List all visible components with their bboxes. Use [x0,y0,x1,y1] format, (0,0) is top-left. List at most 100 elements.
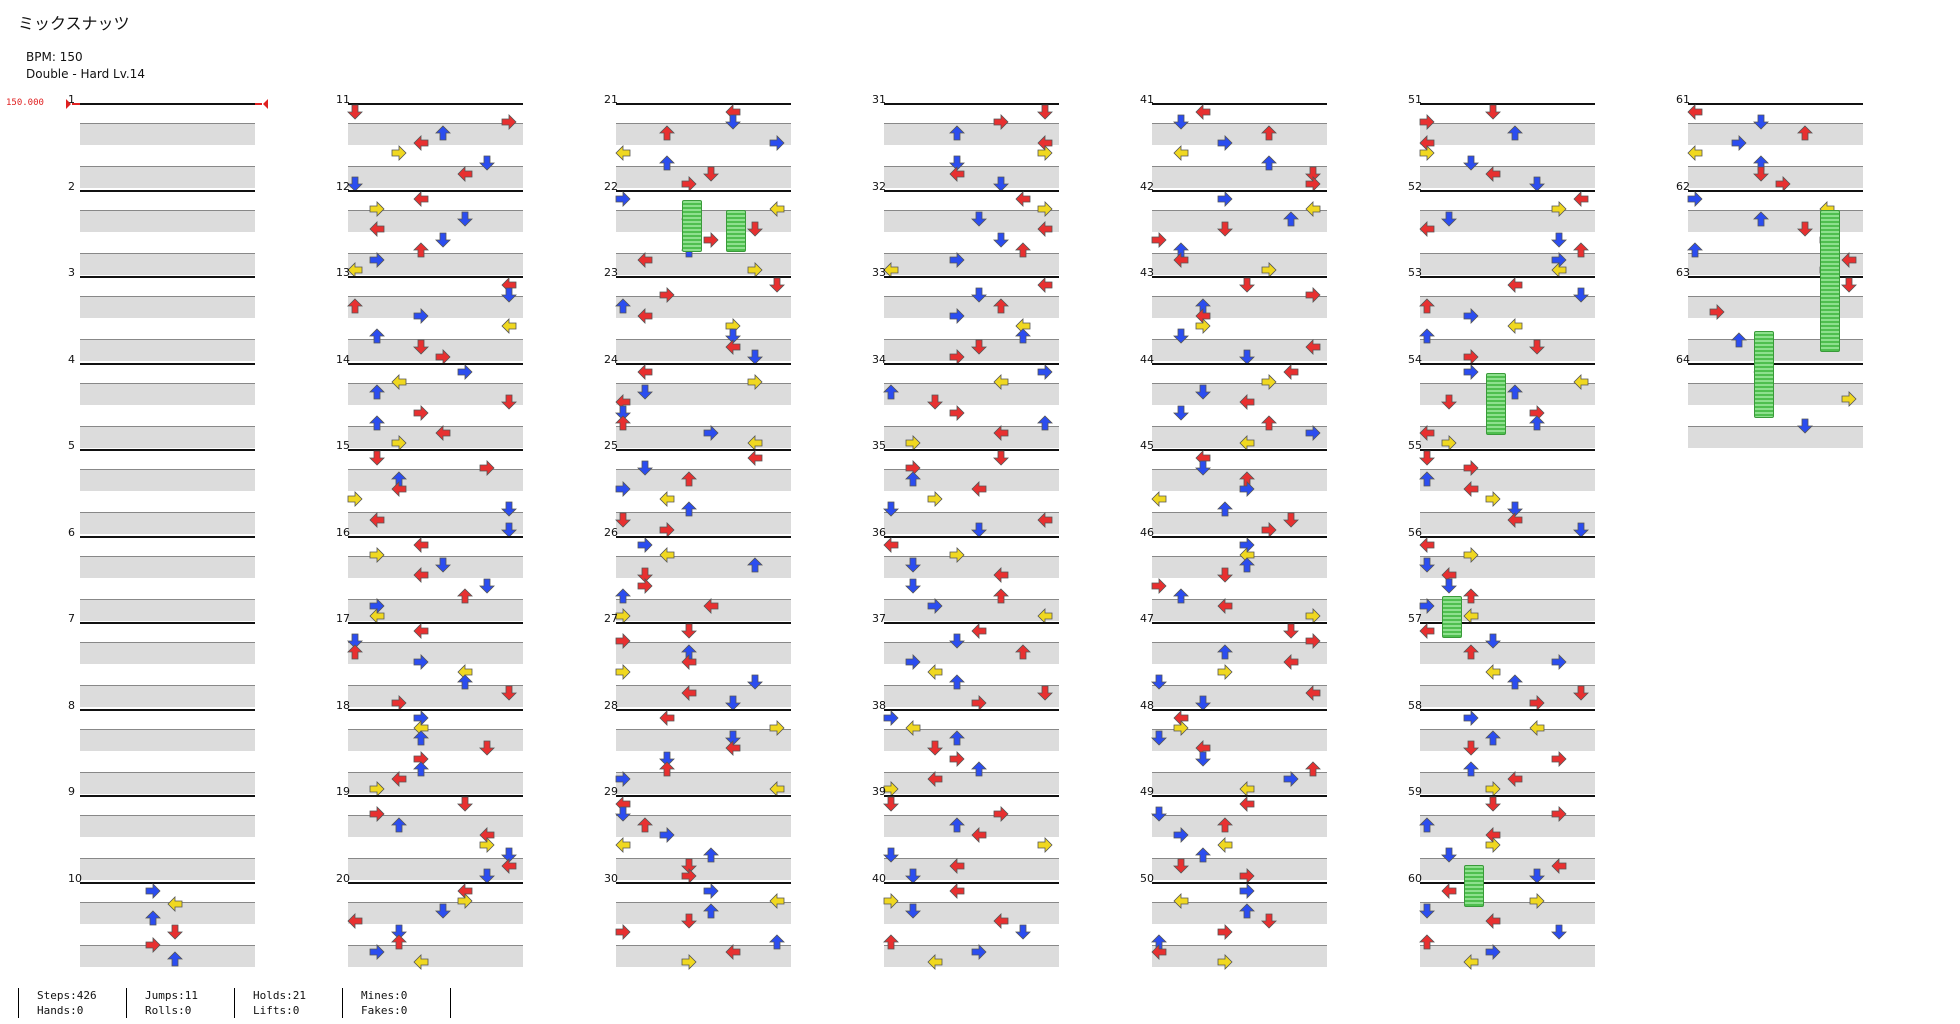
step-arrow-right [1686,190,1704,212]
step-arrow-up [1216,643,1234,665]
measure-number: 33 [872,266,886,279]
hold-note [1442,595,1462,638]
step-arrow-left [500,857,518,879]
step-arrow-down [368,449,386,471]
step-arrow-left [1528,719,1546,741]
beat-band [1152,555,1327,578]
measure: 18 [336,699,523,795]
measure-line [1152,622,1327,624]
measure: 27 [604,612,791,708]
measure-line [884,795,1059,797]
measure: 59 [1408,785,1595,881]
beat-band [1152,512,1327,534]
measure-number: 15 [336,439,350,452]
measure-number: 37 [872,612,886,625]
step-arrow-left [390,373,408,395]
beat-band [348,728,523,751]
beat-band [884,858,1059,880]
beat-band [348,123,523,145]
step-arrow-up [614,414,632,436]
measure-line [1152,708,1327,711]
step-arrow-left [1014,190,1032,212]
step-arrow-down [882,500,900,522]
beat-band [1152,685,1327,707]
step-arrow-right [702,882,720,904]
step-arrow-up [992,297,1010,319]
step-arrow-down [478,154,496,176]
measure-number: 11 [336,93,350,106]
step-arrow-down [500,521,518,543]
beat-band [884,642,1059,664]
measure-number: 4 [68,352,75,366]
measure: 56 [1408,526,1595,622]
step-arrow-left [1440,882,1458,904]
beat-band [1152,469,1327,491]
measure-number: 12 [336,179,350,193]
step-arrow-left [166,895,184,917]
step-arrow-right [658,286,676,308]
step-arrow-down [724,113,742,135]
step-arrow-right [1282,770,1300,792]
measure-line [616,881,791,884]
step-arrow-right [368,546,386,568]
step-arrow-down [346,103,364,125]
step-arrow-right [500,113,518,135]
beat-band [348,771,523,794]
measure-number: 16 [336,525,350,539]
beat-band [348,166,523,188]
beat-band [1420,425,1595,448]
measure-number: 56 [1408,525,1422,539]
step-arrow-down [746,673,764,695]
step-arrow-up [434,124,452,146]
step-arrow-down [882,846,900,868]
measure: 43 [1140,266,1327,362]
step-arrow-down [1484,632,1502,654]
step-arrow-down [390,923,408,945]
step-arrow-left [926,770,944,792]
measure: 8 [68,699,255,795]
step-arrow-up [1216,500,1234,522]
step-arrow-left [1484,663,1502,685]
step-arrow-down [1172,113,1190,135]
beat-band [80,555,255,578]
step-arrow-right [412,653,430,675]
step-arrow-left [680,684,698,706]
measure: 45 [1140,439,1327,535]
step-arrow-left [1304,200,1322,222]
measure-line [1152,189,1327,192]
step-arrow-left [724,338,742,360]
measure-number: 9 [68,785,75,798]
beat-band [1420,728,1595,751]
measure-line [1420,795,1595,797]
step-arrow-right [1418,144,1436,166]
measure: 23 [604,266,791,362]
beat-band [884,771,1059,794]
beat-band [884,469,1059,491]
step-arrow-down [434,556,452,578]
step-arrow-right [992,113,1010,135]
step-arrow-up [658,124,676,146]
step-arrow-right [1550,653,1568,675]
step-arrow-left [680,653,698,675]
measure-number: 8 [68,698,75,712]
beat-band [616,382,791,405]
step-arrow-left [500,317,518,339]
step-arrow-down [636,566,654,588]
step-arrow-down [1528,175,1546,197]
measure-number: 44 [1140,352,1154,366]
measure-line [1420,362,1595,365]
step-arrow-down [1282,622,1300,644]
measure: 21 [604,93,791,189]
step-arrow-down [478,867,496,889]
beat-band [80,512,255,534]
measure-number: 7 [68,612,75,625]
step-arrow-up [1572,241,1590,263]
step-arrow-down [926,393,944,415]
measure: 35 [872,439,1059,535]
measure: 30 [604,872,791,968]
step-arrow-left [904,719,922,741]
step-arrow-up [1014,643,1032,665]
fakes-count: Fakes:0 [361,1004,408,1017]
step-arrow-down [1752,165,1770,187]
bpm-marker-label: 150.000 [6,98,44,108]
